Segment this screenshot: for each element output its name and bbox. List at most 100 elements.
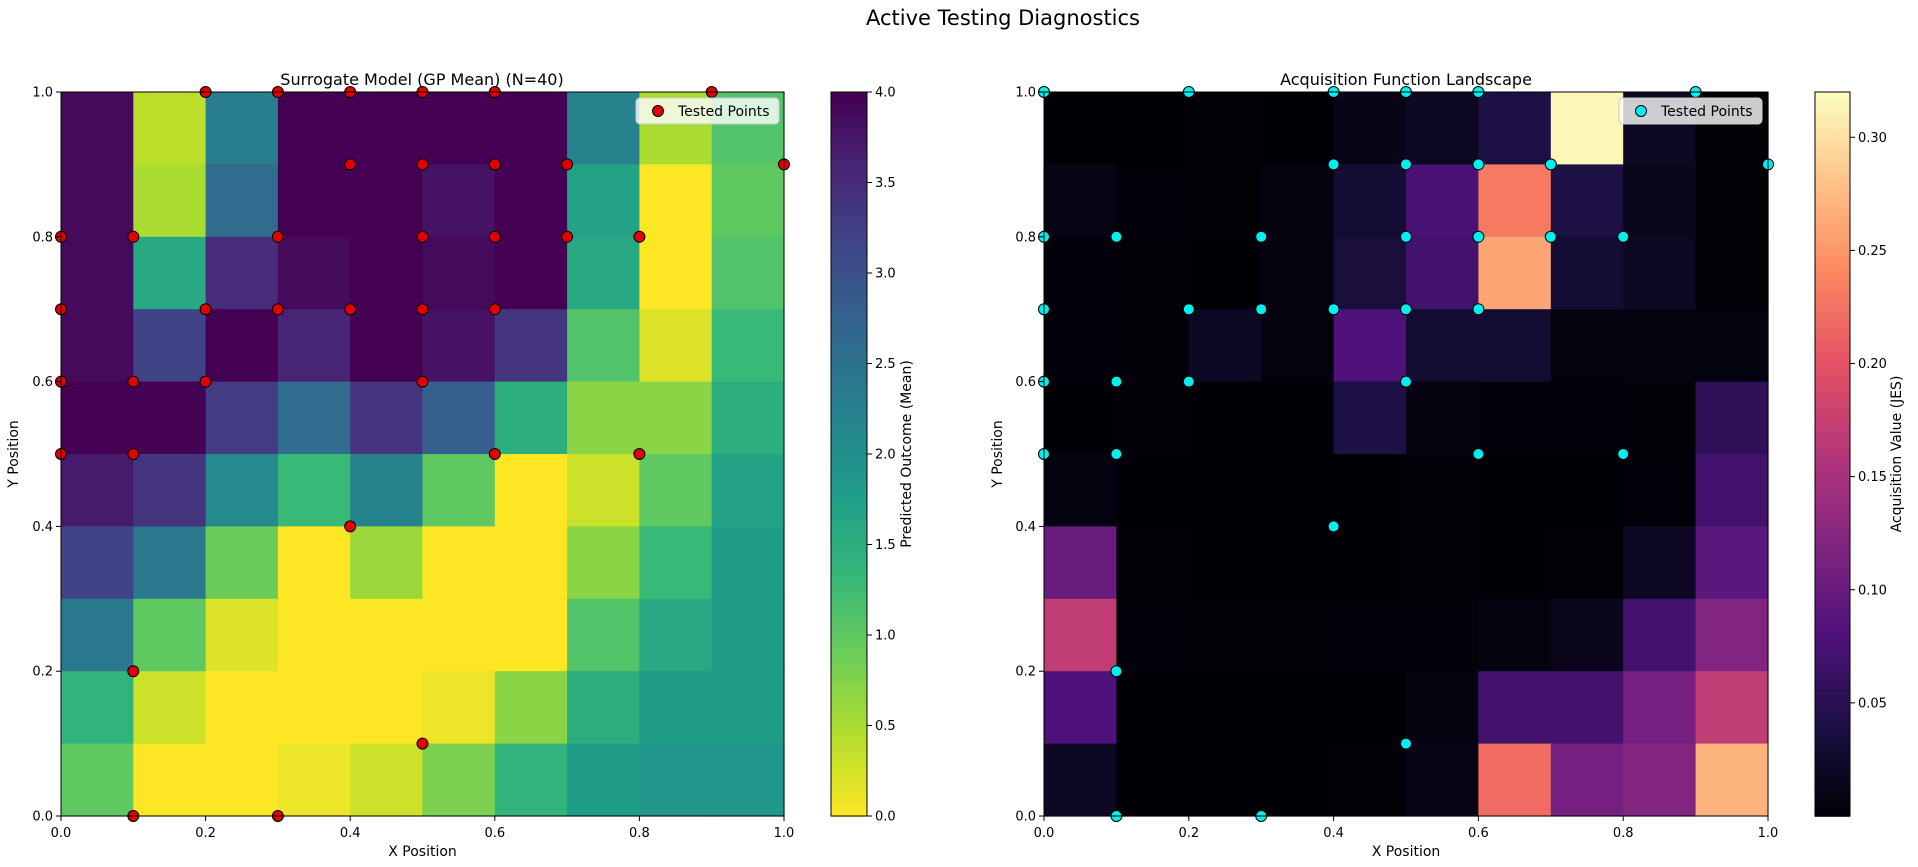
heatmap-cell bbox=[1188, 671, 1262, 745]
heatmap-cell bbox=[277, 671, 351, 745]
colorbar-segment bbox=[1815, 743, 1850, 751]
colorbar-segment bbox=[831, 508, 867, 516]
heatmap-cell bbox=[1261, 309, 1335, 383]
colorbar-segment bbox=[831, 526, 867, 534]
tested-point bbox=[1255, 230, 1268, 243]
colorbar-segment bbox=[831, 200, 867, 208]
heatmap-cells bbox=[1044, 92, 1769, 817]
heatmap-cell bbox=[711, 309, 785, 383]
colorbar-segment bbox=[1815, 176, 1850, 184]
heatmap-cell bbox=[1044, 236, 1117, 310]
colorbar-segment bbox=[1815, 550, 1850, 558]
heatmap-cell bbox=[639, 743, 713, 817]
tested-point bbox=[1400, 737, 1412, 750]
colorbar-segment bbox=[1815, 279, 1850, 286]
heatmap-cell bbox=[1406, 743, 1479, 817]
heatmap-cell bbox=[422, 454, 496, 527]
heatmap-cell bbox=[567, 309, 640, 383]
heatmap-cell bbox=[133, 309, 207, 383]
colorbar-segment bbox=[831, 701, 867, 709]
tested-point bbox=[1182, 375, 1195, 388]
colorbar-frame bbox=[1814, 91, 1851, 817]
colorbar-tick-label: 2.0 bbox=[875, 448, 896, 463]
colorbar-segment bbox=[831, 194, 867, 202]
colorbar-segment bbox=[1815, 737, 1850, 745]
colorbar-segment bbox=[831, 598, 867, 606]
colorbar-segment bbox=[831, 393, 867, 401]
colorbar-segment bbox=[1815, 333, 1850, 341]
colorbar-segment bbox=[831, 785, 867, 793]
tested-point bbox=[488, 448, 501, 460]
heatmap-cell bbox=[494, 92, 568, 165]
heatmap-cell bbox=[639, 526, 713, 600]
heatmap-cell bbox=[1623, 164, 1697, 238]
colorbar-segment bbox=[1815, 411, 1850, 419]
colorbar-segment bbox=[1815, 327, 1850, 335]
heatmap-cell bbox=[277, 598, 351, 672]
colorbar-segment bbox=[1815, 182, 1850, 190]
heatmap-cell bbox=[1261, 92, 1335, 165]
heatmap-cell bbox=[1116, 743, 1190, 817]
heatmap-cell bbox=[61, 92, 134, 165]
tested-point bbox=[344, 520, 357, 533]
heatmap-cell bbox=[639, 598, 713, 672]
colorbar-segment bbox=[1815, 441, 1850, 449]
colorbar-segment bbox=[1815, 122, 1850, 129]
heatmap-cell bbox=[1550, 381, 1624, 455]
colorbar-segment bbox=[1815, 429, 1850, 437]
heatmap-cell bbox=[422, 743, 496, 817]
axes-frame bbox=[1043, 91, 1769, 817]
tested-point bbox=[416, 158, 429, 171]
colorbar-segment bbox=[831, 454, 867, 461]
panel-title: Acquisition Function Landscape bbox=[1280, 70, 1532, 89]
colorbar-segment bbox=[831, 749, 867, 757]
colorbar-segment bbox=[1815, 791, 1850, 799]
colorbar-tick-label: 2.5 bbox=[875, 357, 896, 372]
colorbar-segment bbox=[831, 671, 867, 679]
colorbar-segment bbox=[831, 273, 867, 280]
colorbar-segment bbox=[1815, 502, 1850, 510]
heatmap-cell bbox=[1406, 309, 1479, 383]
colorbar-segment bbox=[1815, 260, 1850, 268]
tested-point bbox=[1400, 303, 1412, 316]
colorbar-segment bbox=[1815, 393, 1850, 401]
legend: Tested Points bbox=[1618, 97, 1763, 125]
colorbar-segment bbox=[1815, 224, 1850, 232]
colorbar-segment bbox=[1815, 345, 1850, 353]
colorbar-segment bbox=[831, 562, 867, 570]
colorbar-segment bbox=[1815, 544, 1850, 552]
colorbar-segment bbox=[831, 230, 867, 238]
colorbar-segment bbox=[831, 484, 867, 491]
heatmap-cell bbox=[422, 92, 496, 165]
heatmap-cell bbox=[61, 598, 134, 672]
heatmap-cell bbox=[1478, 526, 1552, 600]
x-tick-label: 1.0 bbox=[774, 826, 795, 841]
colorbar-segment bbox=[1815, 610, 1850, 618]
heatmap-cell bbox=[277, 236, 351, 310]
heatmap-cell bbox=[1044, 164, 1117, 238]
colorbar-segment bbox=[831, 568, 867, 576]
x-tick-label: 0.4 bbox=[340, 826, 361, 841]
heatmap-cell bbox=[133, 164, 207, 238]
tested-point bbox=[1617, 448, 1630, 460]
heatmap-cell bbox=[1333, 526, 1407, 600]
tested-point bbox=[1617, 230, 1630, 243]
colorbar-segment bbox=[1815, 170, 1850, 178]
colorbar-segment bbox=[1815, 689, 1850, 697]
x-tick-label: 0.8 bbox=[629, 826, 650, 841]
colorbar-segment bbox=[831, 755, 867, 763]
colorbar-segment bbox=[831, 411, 867, 419]
heatmap-cell bbox=[61, 454, 134, 527]
y-tick-label: 0.2 bbox=[32, 665, 53, 680]
y-tick-label: 0.6 bbox=[32, 375, 53, 390]
colorbar-segment bbox=[831, 767, 867, 775]
colorbar-segment bbox=[831, 773, 867, 781]
tested-point bbox=[1472, 303, 1485, 316]
heatmap-cell bbox=[1478, 164, 1552, 238]
heatmap-cell bbox=[1116, 671, 1190, 745]
heatmap-cell bbox=[1478, 454, 1552, 527]
heatmap-cell bbox=[350, 309, 424, 383]
colorbar-segment bbox=[1815, 538, 1850, 546]
heatmap-cell bbox=[1188, 236, 1262, 310]
y-tick-label: 0.4 bbox=[1015, 520, 1036, 535]
